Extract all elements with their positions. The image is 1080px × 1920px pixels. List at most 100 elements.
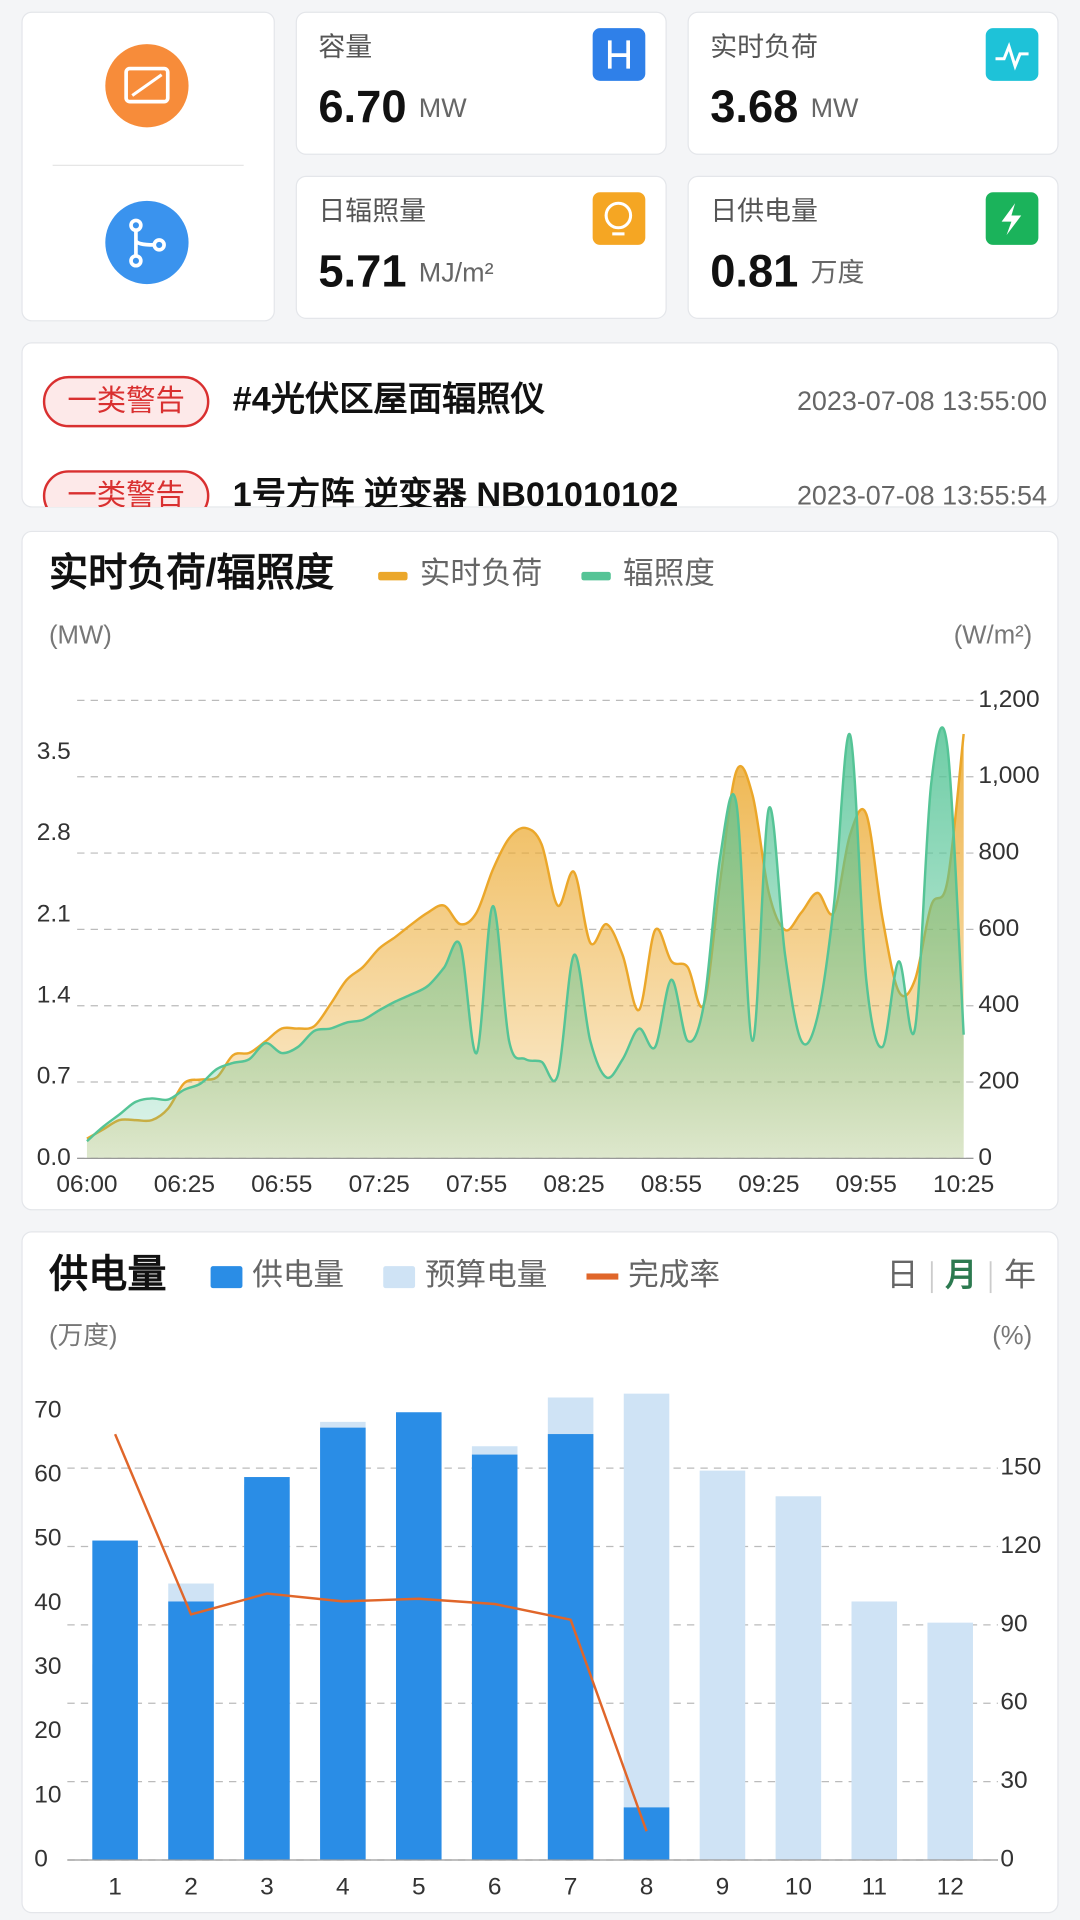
y2-axis-label: (%) [992, 1322, 1032, 1350]
line [86, 726, 965, 1143]
legend-item: 供电量 [210, 1258, 344, 1292]
x-tick-label: 06:25 [154, 1171, 215, 1198]
card-bg [295, 11, 667, 155]
legend-label: 供电量 [252, 1258, 344, 1292]
alert-title: 1号方阵 逆变器 NB01010102 [233, 475, 679, 514]
stat-icon [592, 192, 646, 245]
y2-tick-label: 1,200 [978, 686, 1039, 713]
x-tick-label: 08:25 [543, 1171, 604, 1198]
card-bg [687, 11, 1059, 155]
alert-row[interactable]: 一类警告 1号方阵 逆变器 NB01010102 2023-07-08 13:5… [42, 470, 1047, 520]
period-tabs: 日 月 年 [887, 1257, 1036, 1294]
stat-unit: MW [811, 93, 859, 123]
x-tick-label: 7 [564, 1874, 578, 1901]
stat-value: 6.70 MW [318, 81, 467, 132]
x-tick-label: 12 [937, 1874, 964, 1901]
alert-time: 2023-07-08 13:55:00 [797, 386, 1047, 416]
nav-icon-station[interactable] [105, 44, 189, 128]
y2-tick-label: 60 [1000, 1689, 1027, 1716]
stat-label: 日辐照量 [318, 196, 426, 226]
stat-unit: MJ/m² [419, 257, 494, 287]
bar [471, 1454, 518, 1860]
alert-list: 一类警告 #4光伏区屋面辐照仪 2023-07-08 13:55:00 一类警告… [42, 375, 1047, 520]
tab[interactable]: 月 [945, 1257, 977, 1293]
stat-value: 0.81 万度 [710, 245, 864, 296]
bar [244, 1477, 290, 1860]
card-bg [295, 175, 667, 319]
y-axis-label: (万度) [49, 1321, 118, 1350]
legend-swatch [378, 571, 408, 581]
y-tick-label: 3.5 [37, 738, 71, 765]
legend-swatch [581, 571, 611, 581]
legend-label: 实时负荷 [420, 557, 542, 591]
legend-swatch [586, 1273, 619, 1280]
y-tick-label: 0.0 [37, 1144, 71, 1171]
stat-card: 容量 6.70 MW [295, 11, 667, 155]
legend-label: 预算电量 [425, 1258, 547, 1292]
card-bg [687, 175, 1059, 319]
y-tick-label: 60 [34, 1461, 61, 1488]
y-tick-label: 2.8 [37, 819, 71, 846]
tab[interactable]: 年 [1004, 1257, 1036, 1293]
y-tick-label: 10 [34, 1781, 61, 1808]
icon-glyph [134, 230, 155, 256]
x-tick-label: 6 [488, 1874, 502, 1901]
chart-title: 供电量 [48, 1253, 167, 1296]
y-tick-label: 0 [34, 1845, 48, 1872]
y2-tick-label: 90 [1000, 1610, 1027, 1637]
y2-tick-label: 800 [978, 839, 1019, 866]
bar [92, 1540, 138, 1860]
y-tick-label: 20 [34, 1717, 61, 1744]
icon-glyph [604, 201, 633, 230]
stat-card: 实时负荷 3.68 MW [687, 11, 1059, 155]
bar [851, 1601, 898, 1860]
y-tick-label: 70 [34, 1396, 61, 1423]
x-tick-label: 06:00 [56, 1171, 117, 1198]
bar [927, 1622, 973, 1860]
icon-glyph [607, 40, 630, 69]
legend-item: 完成率 [586, 1258, 720, 1292]
bar [547, 1434, 594, 1860]
chart-title: 实时负荷/辐照度 [49, 552, 335, 595]
y2-tick-label: 120 [1000, 1532, 1041, 1559]
y-tick-label: 40 [34, 1589, 61, 1616]
y2-tick-label: 400 [978, 991, 1019, 1018]
legend-label: 完成率 [628, 1258, 720, 1292]
bar [623, 1393, 670, 1860]
x-tick-label: 9 [716, 1874, 730, 1901]
bar [168, 1601, 214, 1860]
tab[interactable]: 日 [887, 1257, 919, 1293]
bar [699, 1470, 746, 1860]
y2-axis-label: (W/m²) [954, 622, 1033, 650]
legend-swatch [210, 1266, 243, 1289]
stat-number: 6.70 [318, 81, 406, 132]
bar [320, 1427, 366, 1860]
alert-level: 一类警告 [67, 385, 185, 418]
x-tick-label: 8 [640, 1874, 654, 1901]
x-tick-label: 10:25 [933, 1171, 994, 1198]
nav-card [21, 11, 275, 322]
stat-number: 0.81 [710, 245, 798, 296]
area [86, 727, 964, 1159]
stat-unit: MW [419, 93, 467, 123]
legend-item: 辐照度 [581, 557, 715, 591]
legend-item: 实时负荷 [378, 557, 542, 591]
alert-badge [42, 375, 210, 428]
y2-tick-label: 0 [1000, 1845, 1014, 1872]
alert-row[interactable]: 一类警告 #4光伏区屋面辐照仪 2023-07-08 13:55:00 [42, 375, 1047, 428]
nav-icon-topology[interactable] [105, 200, 189, 285]
y2-tick-label: 150 [1000, 1454, 1041, 1481]
stat-card: 日辐照量 5.71 MJ/m² [295, 175, 667, 319]
stat-unit: 万度 [811, 257, 865, 287]
icon-glyph [131, 73, 163, 97]
bar [396, 1412, 442, 1860]
y2-tick-label: 30 [1000, 1767, 1027, 1794]
y2-tick-label: 1,000 [978, 762, 1039, 789]
line [113, 1433, 648, 1832]
y-tick-label: 0.7 [37, 1063, 71, 1090]
alert-time: 2023-07-08 13:55:54 [797, 480, 1047, 510]
icon-glyph [995, 41, 1029, 71]
x-tick-label: 4 [336, 1874, 350, 1901]
